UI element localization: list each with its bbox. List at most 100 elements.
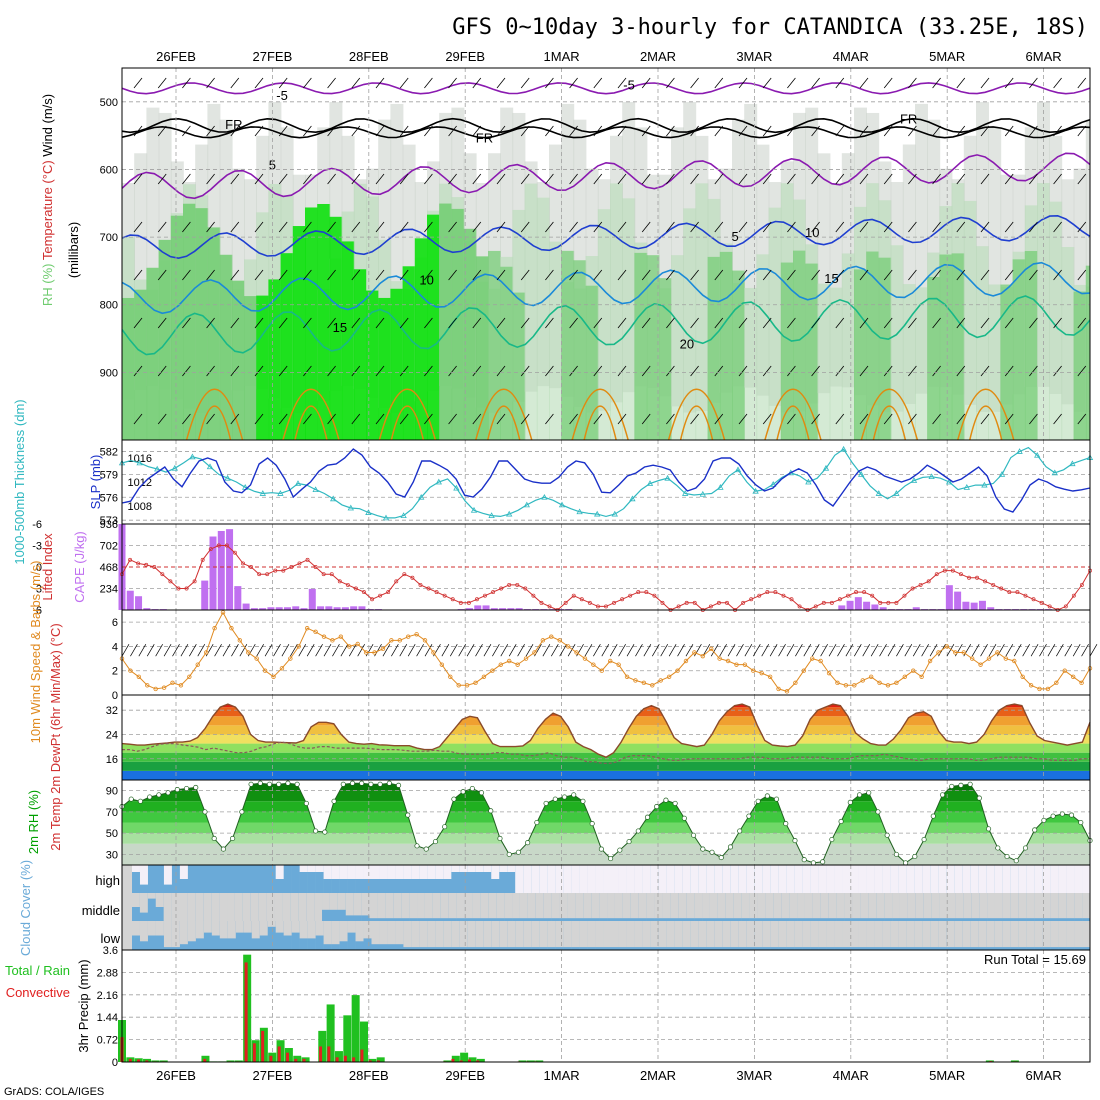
wind-barb: [1053, 221, 1062, 233]
wind-barb: [932, 221, 941, 233]
wind-point: [1062, 668, 1067, 673]
slp-line: [121, 448, 1091, 513]
wind-barb: [727, 643, 736, 657]
rh-cell: [805, 263, 819, 440]
cloud-cell-clear: [717, 893, 727, 919]
wind-barb: [690, 221, 699, 233]
cape-bar: [515, 608, 523, 610]
tick-label: 576: [100, 492, 118, 504]
wind-point: [953, 650, 958, 655]
wind-point: [751, 668, 756, 673]
rh-cell: [817, 283, 831, 440]
wind-barb: [1029, 365, 1038, 377]
cloud-cell-clear: [275, 921, 284, 933]
tick-label: 579: [100, 469, 118, 481]
wind-barb: [714, 221, 724, 233]
cloud-cell-clear: [345, 893, 354, 916]
wind-point: [675, 668, 680, 673]
cloud-cell-clear: [419, 921, 428, 948]
li-point: [144, 562, 149, 567]
rh-point: [921, 836, 927, 843]
wind-barb: [859, 125, 869, 137]
li-point: [741, 600, 746, 605]
date-label: 1MAR: [544, 49, 580, 64]
li-point: [886, 600, 891, 605]
warm-contour: [378, 388, 437, 440]
axis-label: (millibars): [66, 222, 81, 278]
cloud-margin: [122, 865, 132, 950]
li-point: [128, 557, 133, 562]
cloud-cell-clear: [749, 893, 758, 919]
wind-barb: [980, 173, 990, 185]
wind-barb: [133, 317, 143, 329]
cloud-cell-clear: [970, 921, 979, 948]
cloud-cell-clear: [1034, 921, 1043, 948]
li-point: [636, 590, 641, 595]
thickness-point: [330, 495, 337, 502]
wind-barb: [545, 77, 554, 89]
cloud-cell-clear: [132, 893, 141, 907]
rh-cell: [634, 252, 648, 440]
wind-barb: [786, 643, 795, 657]
wind-barb: [472, 413, 482, 425]
wind-barb: [762, 125, 772, 137]
cloud-cell-clear: [274, 893, 283, 921]
wind-barb: [787, 221, 796, 233]
cape-bar: [209, 536, 217, 610]
wind-barb: [157, 317, 167, 329]
precip-total-bar: [526, 1060, 535, 1062]
cloud-cell: [259, 865, 269, 893]
profile-panel: -5 -5 FR FR FR 5 5 10 10 15 15 20 500 600 700 800 900 RH …: [40, 67, 1091, 441]
thickness-point: [1051, 469, 1058, 476]
wind-barb: [859, 77, 869, 89]
rh-point: [986, 826, 992, 832]
rh-point: [469, 785, 475, 792]
cloud-cell: [219, 865, 229, 893]
precip-conv-bar: [343, 1055, 347, 1062]
cloud-cell-clear: [622, 893, 632, 919]
cloud-cell-clear: [195, 921, 205, 939]
wind-barb: [635, 643, 643, 657]
warm-contour: [764, 388, 822, 440]
cloud-cell-clear: [259, 921, 269, 936]
cape-bar: [962, 601, 970, 610]
rh-point: [976, 795, 982, 801]
wind-barb: [593, 221, 603, 233]
precip-total-bar: [159, 1060, 168, 1062]
cloud-cell-clear: [187, 921, 197, 942]
wind-barb: [214, 643, 222, 657]
date-label: 1MAR: [544, 1068, 580, 1083]
rh-point: [783, 821, 789, 827]
cloud-cell-clear: [858, 921, 867, 948]
rh-band: [122, 833, 1090, 844]
cloud-cell-clear: [646, 893, 655, 919]
wind-barb: [811, 173, 820, 185]
li-point: [321, 572, 326, 577]
cloud-cell-clear: [834, 921, 843, 948]
wind-barb: [932, 269, 941, 281]
precip-total-bar: [226, 1060, 235, 1062]
cloud-cell-clear: [187, 893, 196, 921]
wind-barb: [593, 269, 603, 281]
cloud-cell-clear: [427, 865, 436, 879]
rh-point: [700, 846, 706, 852]
precip-conv-bar: [376, 1060, 380, 1062]
tick-label: 2.88: [97, 967, 118, 979]
rh-point: [884, 832, 890, 838]
wind-barb: [157, 269, 167, 281]
rh-point: [875, 809, 881, 815]
cape-bar: [333, 607, 341, 610]
cloud-cell-clear: [424, 893, 434, 919]
wind-barb: [475, 643, 483, 657]
cloud-cell-clear: [963, 893, 972, 919]
rh-point: [349, 780, 356, 786]
warm-contour: [679, 405, 714, 440]
wind-barb: [163, 643, 172, 657]
tick-label: 1008: [128, 501, 152, 513]
cloud-cell-clear: [339, 865, 348, 879]
cloud-cell-clear: [978, 865, 987, 893]
wind-barb: [641, 365, 651, 377]
wind-barb: [520, 413, 530, 425]
rh-point: [958, 782, 964, 788]
